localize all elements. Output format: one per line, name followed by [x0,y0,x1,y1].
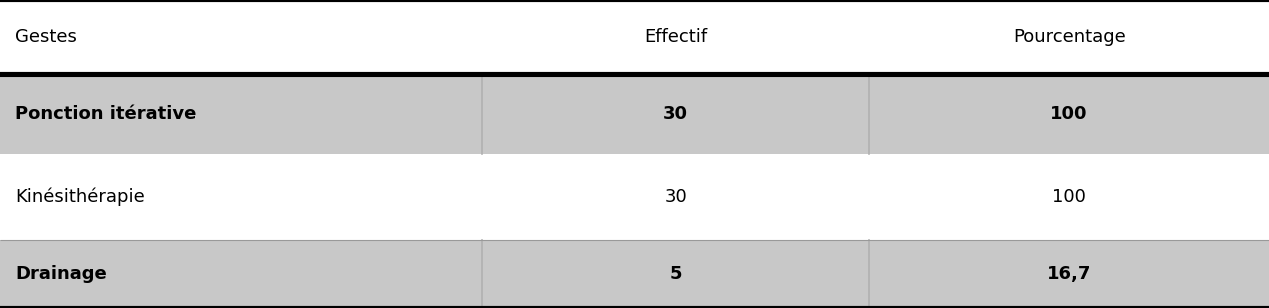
Text: 30: 30 [664,105,688,123]
Text: 100: 100 [1052,188,1086,206]
Text: Effectif: Effectif [645,28,707,46]
Text: Kinésithérapie: Kinésithérapie [15,188,145,206]
Text: 100: 100 [1051,105,1088,123]
Text: Drainage: Drainage [15,265,107,283]
Text: Ponction itérative: Ponction itérative [15,105,197,123]
Text: 16,7: 16,7 [1047,265,1091,283]
Bar [0,154,1269,240]
Bar [0,240,1269,308]
Text: 5: 5 [670,265,681,283]
Bar [0,74,1269,154]
Text: Pourcentage: Pourcentage [1013,28,1126,46]
Text: 30: 30 [665,188,687,206]
Text: Gestes: Gestes [15,28,77,46]
Bar [0,0,1269,74]
